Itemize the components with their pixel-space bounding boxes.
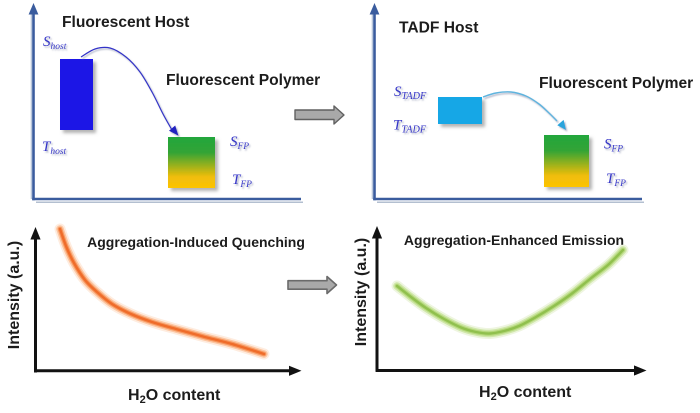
svg-text:H2O content: H2O content: [128, 387, 221, 406]
svg-text:Aggregation-Enhanced Emission: Aggregation-Enhanced Emission: [404, 232, 624, 248]
svg-text:Fluorescent Host: Fluorescent Host: [62, 14, 189, 31]
svg-text:TTADF: TTADF: [393, 118, 427, 136]
svg-text:H2O content: H2O content: [479, 384, 572, 403]
svg-text:TADF Host: TADF Host: [399, 20, 478, 37]
svg-text:Intensity (a.u.): Intensity (a.u.): [353, 238, 370, 346]
svg-text:Fluorescent Polymer: Fluorescent Polymer: [539, 75, 693, 92]
svg-text:Fluorescent Polymer: Fluorescent Polymer: [166, 72, 320, 89]
svg-text:SFP: SFP: [230, 134, 249, 152]
svg-text:TFP: TFP: [606, 171, 626, 189]
svg-text:Intensity (a.u.): Intensity (a.u.): [6, 241, 23, 349]
svg-text:SFP: SFP: [604, 137, 623, 155]
svg-text:Aggregation-Induced Quenching: Aggregation-Induced Quenching: [87, 234, 305, 250]
svg-text:Shost: Shost: [43, 34, 67, 52]
svg-text:Thost: Thost: [42, 139, 67, 157]
svg-text:TFP: TFP: [232, 172, 252, 190]
svg-text:STADF: STADF: [394, 84, 427, 102]
